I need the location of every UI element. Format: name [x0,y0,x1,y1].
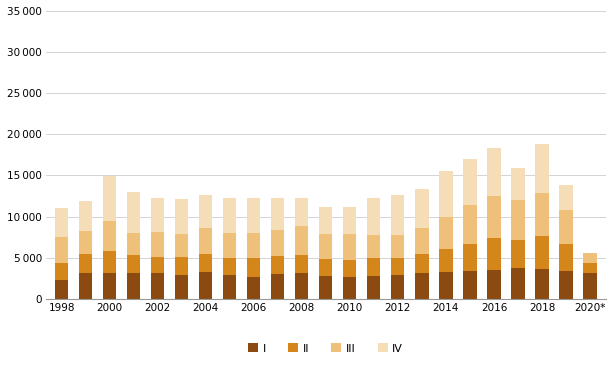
Bar [391,258,405,275]
Bar [247,198,260,233]
Bar [151,199,164,232]
Bar [271,198,284,230]
Bar [367,259,381,276]
Bar [415,273,429,299]
Bar [536,144,549,193]
Bar [223,199,236,233]
Bar [295,199,308,226]
Bar [487,238,501,270]
Bar [512,239,525,268]
Bar [175,257,188,275]
Bar [463,271,477,299]
Bar [391,195,405,235]
Bar [415,254,429,273]
Legend: I, II, III, IV: I, II, III, IV [244,339,408,358]
Bar [271,274,284,299]
Bar [295,255,308,273]
Bar [127,192,140,233]
Bar [319,259,333,276]
Bar [199,273,212,299]
Bar [415,228,429,254]
Bar [367,276,381,299]
Bar [584,273,597,299]
Bar [319,234,333,259]
Bar [439,249,453,273]
Bar [487,270,501,299]
Bar [391,275,405,299]
Bar [367,199,381,235]
Bar [223,233,236,258]
Bar [584,263,597,273]
Bar [536,269,549,299]
Bar [127,255,140,273]
Bar [391,235,405,258]
Bar [103,176,116,221]
Bar [512,200,525,239]
Bar [343,207,357,234]
Bar [151,273,164,299]
Bar [199,254,212,273]
Bar [463,205,477,244]
Bar [223,258,236,275]
Bar [223,275,236,299]
Bar [79,201,92,231]
Bar [79,273,92,299]
Bar [415,190,429,228]
Bar [487,196,501,238]
Bar [175,234,188,257]
Bar [247,259,260,277]
Bar [199,195,212,228]
Bar [103,273,116,299]
Bar [536,236,549,269]
Bar [560,185,573,210]
Bar [79,231,92,254]
Bar [55,208,68,237]
Bar [584,253,597,263]
Bar [55,280,68,299]
Bar [151,257,164,273]
Bar [247,233,260,259]
Bar [560,271,573,299]
Bar [463,244,477,271]
Bar [343,260,357,277]
Bar [343,234,357,260]
Bar [512,268,525,299]
Bar [127,273,140,299]
Bar [271,230,284,256]
Bar [175,199,188,234]
Bar [367,235,381,259]
Bar [295,273,308,299]
Bar [536,193,549,236]
Bar [439,216,453,249]
Bar [295,226,308,255]
Bar [247,277,260,299]
Bar [103,221,116,251]
Bar [319,207,333,234]
Bar [55,237,68,262]
Bar [343,277,357,299]
Bar [487,148,501,196]
Bar [560,245,573,271]
Bar [55,262,68,280]
Bar [127,233,140,255]
Bar [319,276,333,299]
Bar [463,159,477,205]
Bar [271,256,284,274]
Bar [560,210,573,245]
Bar [439,273,453,299]
Bar [79,254,92,273]
Bar [512,168,525,200]
Bar [175,275,188,299]
Bar [151,232,164,257]
Bar [199,228,212,254]
Bar [103,251,116,273]
Bar [439,171,453,216]
